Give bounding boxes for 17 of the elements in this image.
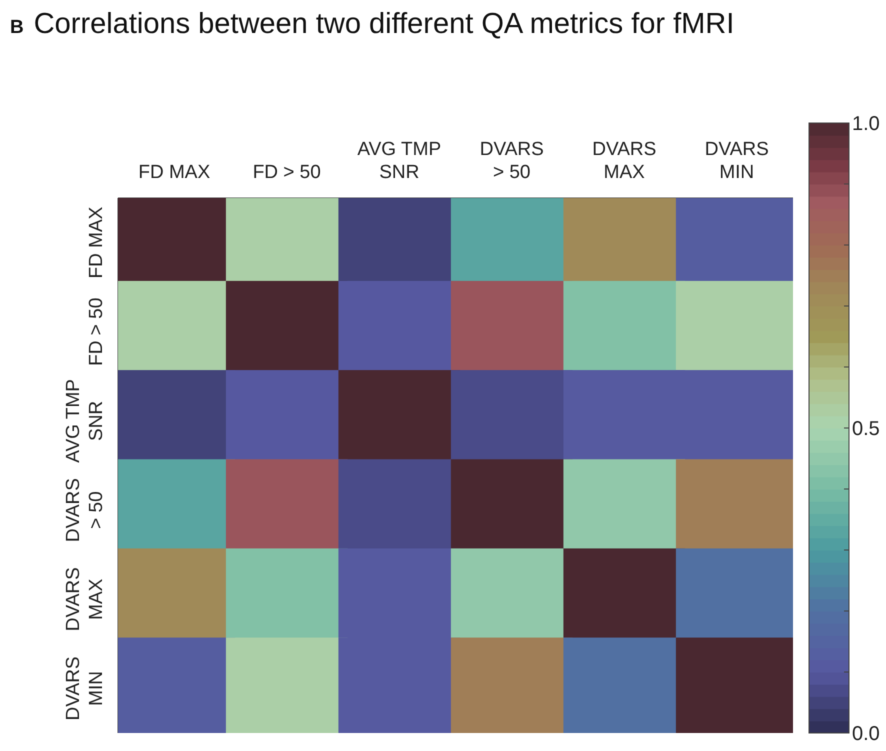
x-tick-label: DVARS MIN — [704, 139, 769, 183]
x-tick-label: DVARS MAX — [592, 139, 656, 183]
y-tick-label: AVG TMP SNR — [63, 379, 107, 463]
y-tick-label: DVARS > 50 — [63, 478, 107, 542]
color-bar-label: 1.0 — [852, 113, 880, 135]
color-bar-label: 0.5 — [852, 418, 880, 440]
x-tick-label: AVG TMP SNR — [357, 139, 442, 183]
x-tick-label: FD > 50 — [252, 162, 321, 183]
chart-title: Correlations between two different QA metrics for fMRI — [34, 8, 734, 40]
text: B — [10, 17, 24, 38]
y-tick-label: FD > 50 — [86, 298, 107, 366]
y-tick-label: FD MAX — [86, 206, 107, 278]
color-bar-label: 0.0 — [852, 723, 880, 745]
y-tick-label: DVARS MIN — [63, 656, 107, 720]
y-tick-label: DVARS MAX — [63, 567, 107, 632]
x-tick-label: FD MAX — [138, 162, 210, 183]
x-tick-label: DVARS > 50 — [480, 139, 544, 183]
